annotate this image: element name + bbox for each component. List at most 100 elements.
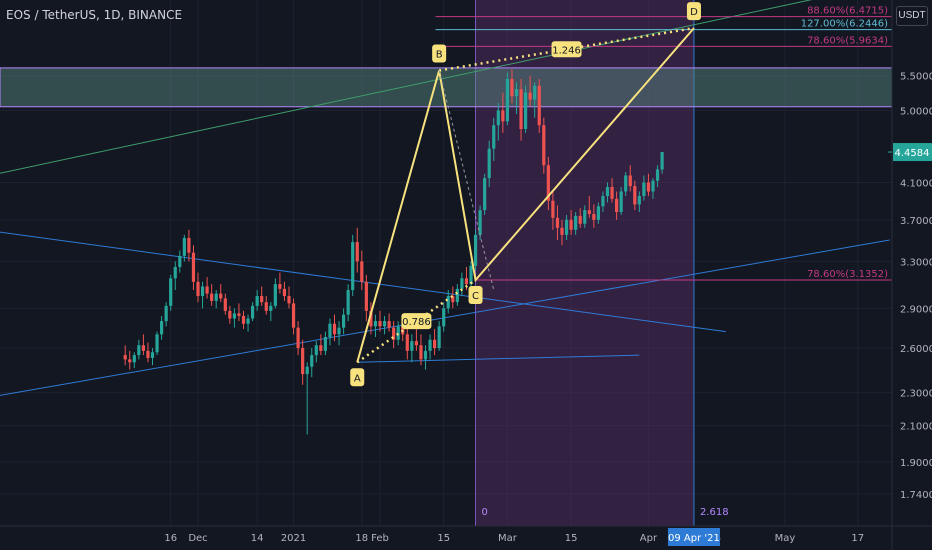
candle-body <box>537 85 541 126</box>
candle-body <box>414 341 418 346</box>
fib-level-label: 88.60%(6.4715) <box>807 6 888 17</box>
candle-body <box>592 213 596 220</box>
ratio-label-box <box>551 41 582 58</box>
y-tick-label: 2.9000 <box>900 304 932 315</box>
candle-body <box>355 242 359 262</box>
y-tick-label: 2.6000 <box>900 344 932 355</box>
candle-body <box>578 215 582 224</box>
candle-body <box>564 219 569 235</box>
candle-body <box>273 284 277 306</box>
candle-body <box>510 79 514 97</box>
candle-body <box>496 110 500 126</box>
candle-body <box>619 191 623 213</box>
x-tick-label: Feb <box>371 533 389 544</box>
point-label-box <box>350 368 365 387</box>
x-tick-label: Dec <box>188 533 207 544</box>
candle-body <box>169 278 173 306</box>
candle-body <box>178 255 182 267</box>
candle-body <box>519 89 523 130</box>
candle-body <box>164 305 168 322</box>
point-label-b: B <box>432 44 447 63</box>
candle-body <box>428 339 432 351</box>
y-tick-label: 1.9000 <box>900 458 932 469</box>
candle-body <box>173 266 177 279</box>
fib-level-label: 78.60%(5.9634) <box>807 35 888 46</box>
point-label-a: A <box>350 368 365 387</box>
candle-body <box>301 348 305 375</box>
candle-body <box>287 296 291 304</box>
y-tick-label: 2.1000 <box>900 422 932 433</box>
candle-body <box>478 210 482 235</box>
point-label-box <box>468 286 483 305</box>
candle-body <box>228 310 232 319</box>
candle-body <box>360 261 364 282</box>
candle-body <box>296 327 300 349</box>
candle-body <box>369 310 373 327</box>
currency-button[interactable]: USDT <box>896 6 928 26</box>
candle-body <box>200 286 205 297</box>
point-label-text: B <box>436 49 443 60</box>
x-tick-label: 16 <box>164 533 177 544</box>
candle-body <box>132 355 136 363</box>
candle-body <box>310 355 314 367</box>
fib-level-label: 78.60%(3.1352) <box>807 269 888 280</box>
candle-body <box>251 305 255 319</box>
symbol-title[interactable]: EOS / TetherUS, 1D, BINANCE <box>6 8 183 22</box>
x-tick-label: Mar <box>498 533 518 544</box>
candle-body <box>646 182 651 192</box>
ratio-label-ac: 0.786 <box>401 313 432 330</box>
point-label-box <box>686 2 701 21</box>
candle-body <box>232 313 236 319</box>
candle-body <box>642 182 646 197</box>
candle-body <box>524 92 528 130</box>
y-tick-label: 2.3000 <box>900 389 932 400</box>
candle-body <box>305 366 309 375</box>
candle-body <box>205 286 209 294</box>
x-tick-label: 14 <box>251 533 264 544</box>
channel-trendline <box>0 0 813 174</box>
candle-body <box>460 278 464 289</box>
ratio-label-text: 1.246 <box>552 45 581 56</box>
candle-body <box>528 92 532 100</box>
abcd-pattern-line <box>356 27 695 363</box>
candle-body <box>601 196 605 207</box>
support-trendline <box>357 354 640 363</box>
candle-body <box>323 337 327 351</box>
candle-body <box>451 296 455 303</box>
candle-body <box>433 339 437 349</box>
candle-body <box>492 125 496 149</box>
x-tick-label: Apr <box>640 533 658 544</box>
candle-body <box>291 303 296 328</box>
candle-body <box>533 85 537 100</box>
candle-body <box>328 323 332 338</box>
candle-body <box>587 210 591 214</box>
projection-dashed-line <box>438 70 495 291</box>
y-tick-label: 3.7000 <box>900 216 932 227</box>
y-tick-label: 5.5000 <box>900 72 932 83</box>
x-tick-label: May <box>775 533 796 544</box>
candle-body <box>487 148 491 179</box>
candle-body <box>392 327 396 340</box>
candle-body <box>332 323 337 335</box>
candle-body <box>514 89 519 97</box>
time-zone-start-label: 0 <box>482 507 488 518</box>
ratio-label-text: 0.786 <box>402 317 431 328</box>
point-label-d: D <box>686 2 701 21</box>
candle-body <box>633 186 637 205</box>
bd-ratio-line <box>438 26 695 72</box>
current-price-badge <box>893 143 932 162</box>
candle-body <box>123 355 127 360</box>
candle-body <box>146 350 150 358</box>
candle-body <box>637 196 641 205</box>
candle-body <box>410 341 414 351</box>
y-tick-label: 5.0000 <box>900 106 932 117</box>
candle-body <box>150 352 155 358</box>
candle-body <box>469 265 473 285</box>
candle-body <box>155 334 159 353</box>
candle-body <box>264 302 268 311</box>
candle-body <box>191 252 196 282</box>
candle-body <box>128 359 132 363</box>
candle-body <box>442 308 446 327</box>
candle-body <box>455 288 459 303</box>
